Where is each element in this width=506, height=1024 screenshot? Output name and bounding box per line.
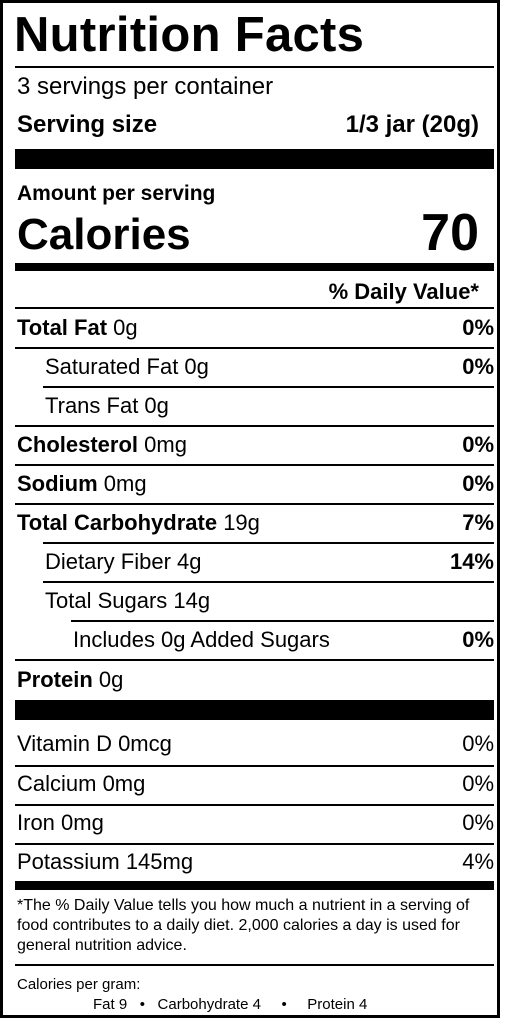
row-divider (15, 804, 494, 806)
nutrient-row-protein: Protein 0g (17, 661, 494, 699)
nutrient-name: Total Sugars 14g (45, 588, 211, 613)
vitamin-dv: 0% (462, 771, 494, 796)
nutrient-dv: 7% (462, 510, 494, 535)
amount-per-serving: Amount per serving (17, 182, 216, 205)
footnote-rule (15, 964, 494, 966)
vitamin-dv: 4% (462, 849, 494, 874)
row-divider (15, 464, 494, 466)
nutrient-name: Cholesterol 0mg (17, 432, 187, 457)
vitamin-dv: 0% (462, 731, 494, 756)
nutrient-row-trans-fat: Trans Fat 0g (17, 387, 494, 425)
row-divider (15, 659, 494, 661)
nutrient-dv: 0% (462, 471, 494, 496)
vitamin-row-vitamin-d: Vitamin D 0mcg 0% (17, 725, 494, 763)
label-title: Nutrition Facts (14, 8, 365, 62)
nutrient-row-sodium: Sodium 0mg 0% (17, 465, 494, 503)
vitamin-name: Vitamin D 0mcg (17, 731, 172, 756)
row-divider (15, 503, 494, 505)
protein-per-gram: Protein 4 (307, 996, 368, 1013)
title-rule (15, 66, 494, 68)
vitamin-row-iron: Iron 0mg 0% (17, 804, 494, 842)
bullet-separator: • (139, 996, 145, 1013)
row-divider (43, 581, 494, 583)
nutrient-row-dietary-fiber: Dietary Fiber 4g 14% (17, 543, 494, 581)
bullet-separator: • (281, 996, 287, 1013)
thick-rule-top (15, 149, 494, 169)
nutrient-name: Saturated Fat 0g (45, 354, 209, 379)
row-divider (43, 542, 494, 544)
row-divider (15, 347, 494, 349)
vitamin-row-potassium: Potassium 145mg 4% (17, 843, 494, 881)
nutrient-dv: 0% (462, 354, 494, 379)
nutrient-row-saturated-fat: Saturated Fat 0g 0% (17, 348, 494, 386)
calories-value: 70 (421, 204, 479, 262)
thick-rule-bottom (15, 881, 494, 890)
fat-per-gram: Fat 9 (93, 996, 128, 1013)
serving-size-label: Serving size (17, 111, 158, 138)
vitamin-name: Iron 0mg (17, 810, 104, 835)
nutrient-name: Sodium 0mg (17, 471, 147, 496)
carbohydrate-per-gram: Carbohydrate 4 (157, 996, 261, 1013)
row-divider (15, 425, 494, 427)
nutrient-dv: 0% (462, 627, 494, 652)
nutrient-name: Dietary Fiber 4g (45, 549, 202, 574)
vitamin-row-calcium: Calcium 0mg 0% (17, 765, 494, 803)
calories-label: Calories (17, 210, 191, 259)
calories-rule (15, 263, 494, 271)
footnote: *The % Daily Value tells you how much a … (17, 897, 470, 954)
nutrient-dv: 0% (462, 432, 494, 457)
nutrient-row-total-carbohydrate: Total Carbohydrate 19g 7% (17, 504, 494, 542)
vitamin-name: Calcium 0mg (17, 771, 146, 796)
nutrient-dv: 14% (449, 549, 494, 574)
row-divider (15, 843, 494, 845)
nutrient-name: Includes 0g Added Sugars (73, 627, 330, 652)
daily-value-header: % Daily Value* (328, 279, 479, 304)
serving-size-value: 1/3 jar (20g) (345, 111, 479, 138)
row-divider (15, 765, 494, 767)
nutrient-row-cholesterol: Cholesterol 0mg 0% (17, 426, 494, 464)
row-divider (43, 386, 494, 388)
calories-per-gram-label: Calories per gram: (17, 976, 141, 993)
nutrient-name: Total Fat 0g (17, 315, 138, 340)
nutrient-name: Trans Fat 0g (45, 393, 169, 418)
row-divider (71, 620, 494, 622)
nutrient-row-added-sugars: Includes 0g Added Sugars 0% (17, 621, 494, 659)
calories-per-gram-values: Fat 9 • Carbohydrate 4 • Protein 4 (93, 995, 367, 1014)
vitamin-name: Potassium 145mg (17, 849, 194, 874)
servings-per-container: 3 servings per container (17, 73, 274, 100)
nutrient-name: Protein 0g (17, 667, 124, 692)
dv-header-rule (15, 307, 494, 309)
thick-rule-middle (15, 700, 494, 720)
nutrient-name: Total Carbohydrate 19g (17, 510, 260, 535)
vitamin-dv: 0% (462, 810, 494, 835)
nutrient-dv: 0% (462, 315, 494, 340)
nutrient-row-total-sugars: Total Sugars 14g (17, 582, 494, 620)
nutrient-row-total-fat: Total Fat 0g 0% (17, 309, 494, 347)
